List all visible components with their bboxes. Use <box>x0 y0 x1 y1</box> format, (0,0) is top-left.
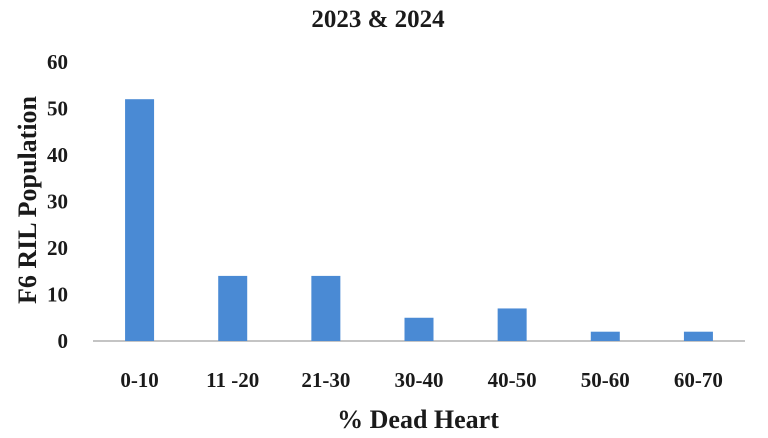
x-tick-label: 30-40 <box>395 368 444 392</box>
y-tick-label: 30 <box>47 190 68 214</box>
y-tick-label: 60 <box>47 50 68 74</box>
x-tick-label: 60-70 <box>674 368 723 392</box>
y-tick-label: 40 <box>47 143 68 167</box>
chart-title: 2023 & 2024 <box>311 6 445 33</box>
x-tick-label: 50-60 <box>581 368 630 392</box>
y-tick-label: 20 <box>47 236 68 260</box>
bar <box>125 99 155 341</box>
bar <box>683 331 713 341</box>
bar <box>590 331 620 341</box>
x-tick-label: 11 -20 <box>206 368 259 392</box>
bar <box>311 275 341 341</box>
y-tick-label: 10 <box>47 283 68 307</box>
y-axis-label: F6 RIL Population <box>13 95 42 304</box>
x-tick-label: 40-50 <box>488 368 537 392</box>
bar <box>218 275 248 341</box>
bar <box>497 308 527 341</box>
bar <box>404 317 434 341</box>
y-tick-label: 50 <box>47 97 68 121</box>
x-tick-label: 0-10 <box>120 368 159 392</box>
y-tick-label: 0 <box>58 329 69 353</box>
x-axis-label: % Dead Heart <box>337 405 499 434</box>
x-tick-label: 21-30 <box>301 368 350 392</box>
